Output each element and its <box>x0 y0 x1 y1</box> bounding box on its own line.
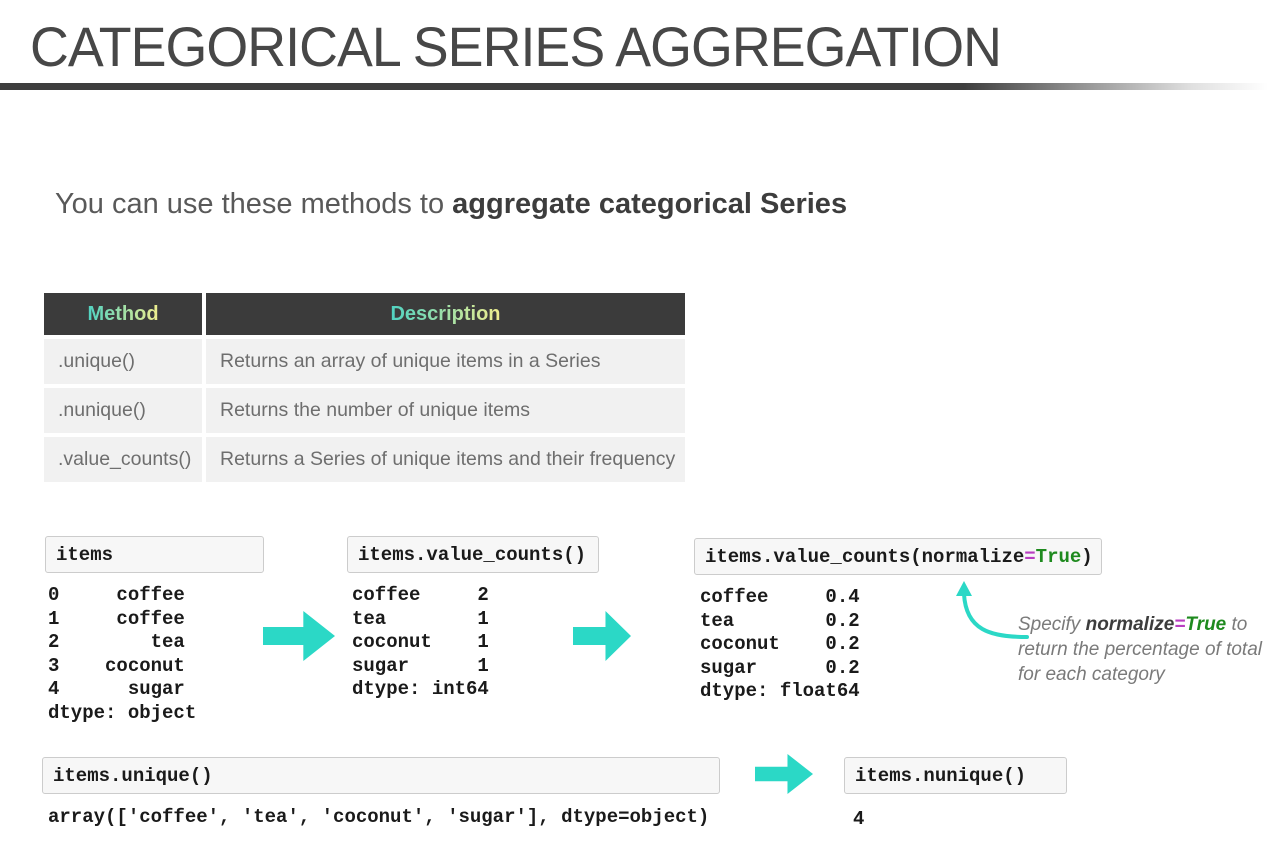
annotation-param: normalize <box>1085 614 1175 635</box>
table-row-description: Returns the number of unique items <box>206 388 685 433</box>
arrow-right-icon <box>573 611 631 661</box>
subtitle-emphasis: aggregate categorical Series <box>452 188 848 220</box>
arrow-right-icon <box>755 754 813 794</box>
table-header-method-label: Method <box>87 302 159 325</box>
annotation-note: Specify normalize=True to return the per… <box>1018 612 1266 687</box>
code-box-nunique: items.nunique() <box>844 757 1067 794</box>
code-box-value-counts: items.value_counts() <box>347 536 599 573</box>
code-box-unique: items.unique() <box>42 757 720 794</box>
table-row-method: .value_counts() <box>44 437 202 482</box>
table-row-method: .unique() <box>44 339 202 384</box>
table-row-description: Returns an array of unique items in a Se… <box>206 339 685 384</box>
subtitle: You can use these methods to aggregate c… <box>55 188 847 221</box>
keyword-token: True <box>1035 545 1082 568</box>
table-row-method: .nunique() <box>44 388 202 433</box>
operator-token: = <box>1024 545 1036 568</box>
output-items: 0 coffee 1 coffee 2 tea 3 coconut 4 suga… <box>48 584 197 724</box>
table-header-description: Description <box>206 293 685 335</box>
code-text: ) <box>1081 545 1093 568</box>
code-box-value-counts-normalize: items.value_counts(normalize = True) <box>694 538 1102 575</box>
title-divider <box>0 83 1268 90</box>
output-unique: array(['coffee', 'tea', 'coconut', 'suga… <box>48 806 710 828</box>
page-title: CATEGORICAL SERIES AGGREGATION <box>30 15 1002 78</box>
table-header-description-label: Description <box>390 302 501 325</box>
annotation-operator: = <box>1174 614 1186 635</box>
output-value-counts-normalize: coffee 0.4 tea 0.2 coconut 0.2 sugar 0.2… <box>700 586 860 702</box>
output-nunique: 4 <box>853 808 865 830</box>
code-text: items.value_counts(normalize <box>705 545 1025 568</box>
table-row-description: Returns a Series of unique items and the… <box>206 437 685 482</box>
arrow-right-icon <box>263 611 335 661</box>
output-value-counts: coffee 2 tea 1 coconut 1 sugar 1 dtype: … <box>352 584 489 700</box>
annotation-text: to return the percentage of total for ea… <box>1018 614 1262 685</box>
subtitle-prefix: You can use these methods to <box>55 188 453 220</box>
code-box-items: items <box>45 536 264 573</box>
annotation-keyword: True <box>1185 614 1227 635</box>
annotation-text: Specify <box>1018 614 1086 635</box>
curved-arrow-icon <box>956 581 1029 639</box>
methods-table: Method Description .unique() Returns an … <box>44 293 685 482</box>
table-header-method: Method <box>44 293 202 335</box>
